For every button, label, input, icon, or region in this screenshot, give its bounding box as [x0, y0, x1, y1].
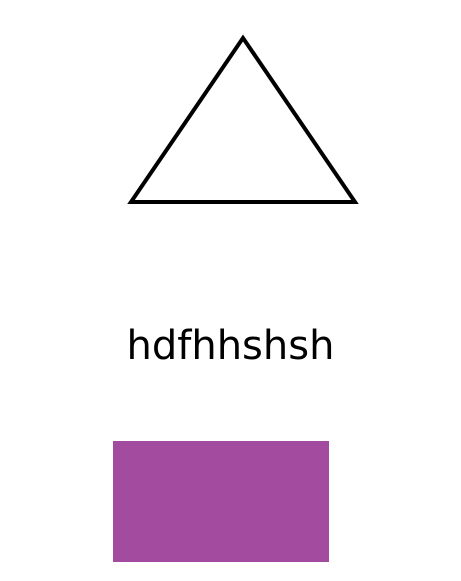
- purple-rectangle: [113, 441, 329, 562]
- text-label: hdfhhshsh: [126, 323, 335, 369]
- triangle-shape: [127, 34, 359, 204]
